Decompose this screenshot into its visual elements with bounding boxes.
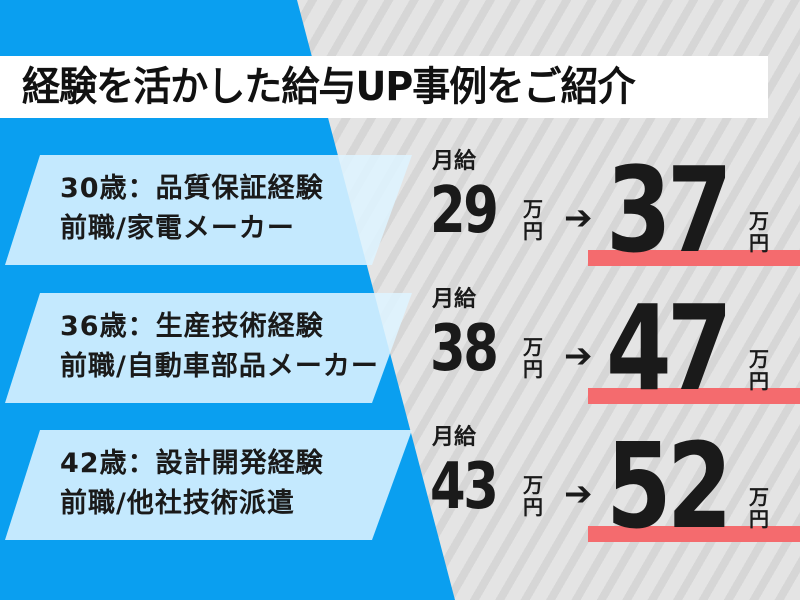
case-previous-job: 前職/他社技術派遣	[60, 488, 295, 519]
case-previous-job: 前職/自動車部品メーカー	[60, 351, 379, 382]
salary-label: 月給	[432, 287, 477, 312]
title-banner	[0, 56, 768, 118]
salary-change: 月給 38 万円 ➔ 47 万円	[430, 288, 800, 418]
arrow-right-icon: ➔	[564, 336, 593, 376]
case-card: 30歳：品質保証経験 前職/家電メーカー	[0, 155, 420, 265]
salary-before: 43	[430, 450, 499, 524]
case-previous-job: 前職/家電メーカー	[60, 213, 295, 244]
salary-after: 37	[606, 141, 733, 279]
arrow-right-icon: ➔	[564, 198, 593, 238]
case-profile: 42歳：設計開発経験	[60, 448, 324, 479]
page-title: 経験を活かした給与UP事例をご紹介	[22, 64, 636, 110]
salary-after: 47	[606, 279, 733, 417]
salary-after: 52	[606, 417, 733, 555]
unit-label: 万円	[523, 197, 543, 243]
salary-label: 月給	[432, 149, 477, 174]
salary-before: 38	[430, 312, 499, 386]
highlight-bar	[588, 526, 800, 542]
case-card: 42歳：設計開発経験 前職/他社技術派遣	[0, 430, 420, 540]
highlight-bar	[588, 388, 800, 404]
case-profile: 36歳：生産技術経験	[60, 311, 324, 342]
salary-before: 29	[430, 174, 499, 248]
salary-change: 月給 29 万円 ➔ 37 万円	[430, 150, 800, 280]
unit-label: 万円	[523, 473, 543, 519]
unit-label: 万円	[749, 347, 769, 393]
case-profile: 30歳：品質保証経験	[60, 173, 324, 204]
case-card: 36歳：生産技術経験 前職/自動車部品メーカー	[0, 293, 420, 403]
arrow-right-icon: ➔	[564, 474, 593, 514]
unit-label: 万円	[749, 209, 769, 255]
highlight-bar	[588, 250, 800, 266]
unit-label: 万円	[749, 485, 769, 531]
salary-label: 月給	[432, 425, 477, 450]
unit-label: 万円	[523, 335, 543, 381]
salary-change: 月給 43 万円 ➔ 52 万円	[430, 426, 800, 556]
